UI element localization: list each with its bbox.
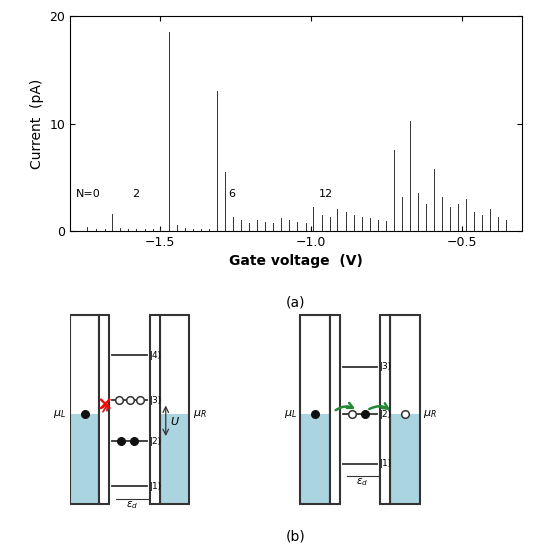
Text: |1⟩: |1⟩	[380, 459, 392, 468]
Bar	[380, 314, 391, 505]
Text: |2⟩: |2⟩	[380, 410, 392, 419]
Text: $\varepsilon_d$: $\varepsilon_d$	[126, 499, 138, 511]
Bar	[391, 314, 420, 505]
X-axis label: Gate voltage  (V): Gate voltage (V)	[229, 254, 363, 268]
Text: |3⟩: |3⟩	[150, 396, 162, 405]
Text: |3⟩: |3⟩	[380, 362, 392, 371]
Text: |2⟩: |2⟩	[150, 437, 161, 446]
Text: (b): (b)	[286, 529, 306, 543]
Text: |4⟩: |4⟩	[150, 351, 161, 360]
Bar	[300, 314, 330, 505]
Text: $\mathbf{\times}$: $\mathbf{\times}$	[96, 395, 111, 414]
Text: N=0: N=0	[76, 188, 101, 199]
Text: 6: 6	[228, 188, 235, 199]
Text: $\mu_L$: $\mu_L$	[284, 408, 297, 420]
Bar	[160, 414, 189, 505]
Bar	[391, 414, 420, 505]
Bar	[330, 314, 339, 505]
Bar	[300, 414, 330, 505]
Bar	[150, 314, 160, 505]
Text: $\mu_L$: $\mu_L$	[53, 408, 66, 420]
Text: 12: 12	[318, 188, 332, 199]
Text: (a): (a)	[286, 295, 306, 309]
Bar	[70, 314, 100, 505]
Text: 2: 2	[132, 188, 139, 199]
Bar	[100, 314, 109, 505]
Text: $\varepsilon_d$: $\varepsilon_d$	[356, 477, 369, 488]
Bar	[160, 314, 189, 505]
Text: $\mu_R$: $\mu_R$	[193, 408, 207, 420]
Text: $U$: $U$	[170, 415, 180, 427]
Text: $\mu_R$: $\mu_R$	[423, 408, 437, 420]
Text: |1⟩: |1⟩	[150, 482, 162, 491]
Bar	[70, 414, 100, 505]
Y-axis label: Current  (pA): Current (pA)	[30, 79, 44, 169]
